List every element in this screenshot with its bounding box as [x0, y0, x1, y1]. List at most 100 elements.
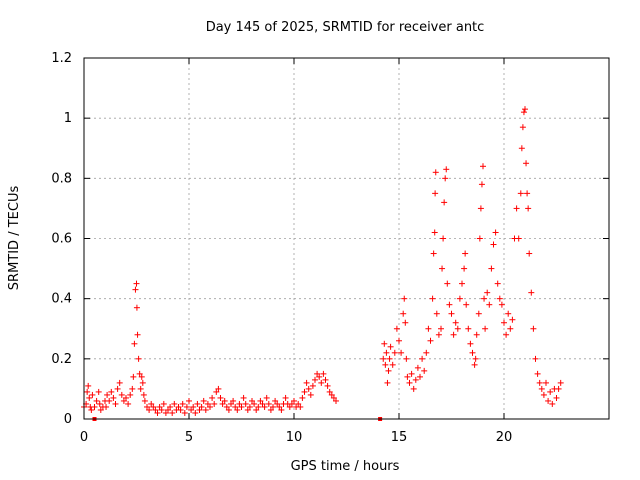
data-point	[400, 310, 407, 317]
data-point	[181, 409, 188, 416]
data-point	[152, 406, 159, 413]
data-point	[129, 385, 136, 392]
data-point	[112, 400, 119, 407]
data-point	[148, 400, 155, 407]
data-point	[408, 370, 415, 377]
data-point	[523, 160, 530, 167]
data-point	[419, 355, 426, 362]
data-point	[414, 364, 421, 371]
data-point	[503, 331, 510, 338]
data-point	[278, 406, 285, 413]
data-point	[530, 325, 537, 332]
data-point	[517, 190, 524, 197]
data-point	[557, 379, 564, 386]
data-point	[316, 373, 323, 380]
data-point	[244, 406, 251, 413]
data-point	[261, 403, 268, 410]
data-point	[120, 397, 127, 404]
data-point	[144, 403, 150, 410]
data-point	[232, 403, 239, 410]
data-point	[190, 403, 197, 410]
data-point	[471, 361, 478, 368]
y-axis-label: SRMTID / TECUs	[7, 186, 22, 291]
data-point	[333, 397, 339, 404]
data-point	[297, 403, 304, 410]
data-point	[86, 394, 93, 401]
data-point	[207, 403, 213, 410]
data-point	[391, 349, 398, 356]
data-point	[478, 181, 485, 188]
data-point	[282, 394, 289, 401]
data-point	[135, 355, 142, 362]
data-point	[330, 394, 337, 401]
data-point	[305, 385, 312, 392]
data-point	[465, 325, 472, 332]
data-point	[382, 361, 389, 368]
data-point	[156, 403, 163, 410]
data-point	[104, 391, 111, 398]
data-point	[435, 331, 442, 338]
data-point	[484, 289, 491, 296]
data-point	[204, 400, 211, 407]
data-point	[439, 265, 446, 272]
data-point	[403, 355, 410, 362]
data-point	[228, 400, 234, 407]
data-point	[217, 394, 224, 401]
data-point	[103, 403, 110, 410]
data-point	[125, 400, 132, 407]
data-point	[97, 406, 104, 413]
data-point	[482, 325, 489, 332]
data-point	[467, 340, 474, 347]
data-point	[150, 403, 157, 410]
data-point	[461, 265, 468, 272]
data-point	[496, 295, 503, 302]
data-point	[139, 379, 146, 386]
data-point	[505, 310, 512, 317]
data-point	[486, 301, 493, 308]
data-point	[501, 319, 507, 326]
data-point	[472, 355, 479, 362]
data-point	[398, 349, 405, 356]
data-point	[116, 379, 123, 386]
data-point	[137, 385, 144, 392]
data-point	[396, 337, 402, 344]
data-point	[492, 229, 499, 236]
data-point	[175, 403, 182, 410]
data-point	[547, 388, 554, 395]
data-point	[123, 394, 129, 401]
data-point	[133, 304, 140, 311]
data-point	[259, 400, 266, 407]
data-point	[223, 403, 230, 410]
data-point	[202, 406, 209, 413]
data-point	[314, 370, 321, 377]
data-point	[448, 310, 455, 317]
data-point	[132, 286, 139, 293]
data-point	[513, 205, 520, 212]
data-point	[127, 391, 134, 398]
data-point	[507, 325, 514, 332]
data-point	[524, 190, 531, 197]
data-point	[387, 343, 394, 350]
data-point	[476, 235, 483, 242]
data-point	[509, 316, 516, 323]
data-point	[553, 394, 560, 401]
data-point	[110, 394, 117, 401]
y-tick-label: 0.8	[51, 171, 72, 186]
data-point	[526, 250, 533, 257]
data-point	[274, 400, 281, 407]
data-point	[299, 394, 306, 401]
data-point	[192, 409, 199, 416]
data-point	[219, 400, 226, 407]
data-point	[215, 385, 222, 392]
data-point	[238, 403, 245, 410]
y-tick-label: 0.2	[51, 352, 72, 367]
x-tick-label: 20	[496, 430, 513, 445]
data-point	[136, 370, 143, 377]
data-point	[431, 229, 438, 236]
data-point	[225, 406, 232, 413]
y-tick-label: 1.2	[51, 51, 72, 66]
data-point	[534, 370, 541, 377]
data-point	[95, 388, 102, 395]
data-point	[540, 391, 547, 398]
data-point	[421, 367, 428, 374]
